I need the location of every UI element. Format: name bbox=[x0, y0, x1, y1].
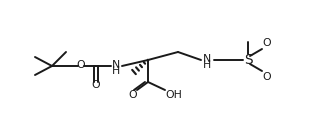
Text: N: N bbox=[203, 53, 211, 63]
Text: H: H bbox=[203, 60, 211, 70]
Text: H: H bbox=[112, 66, 120, 76]
Text: N: N bbox=[112, 60, 120, 70]
Text: S: S bbox=[244, 53, 252, 67]
Text: O: O bbox=[263, 38, 271, 48]
Text: O: O bbox=[129, 90, 137, 100]
Text: O: O bbox=[92, 80, 100, 90]
Text: O: O bbox=[77, 60, 85, 70]
Text: O: O bbox=[263, 72, 271, 82]
Text: OH: OH bbox=[165, 90, 182, 100]
